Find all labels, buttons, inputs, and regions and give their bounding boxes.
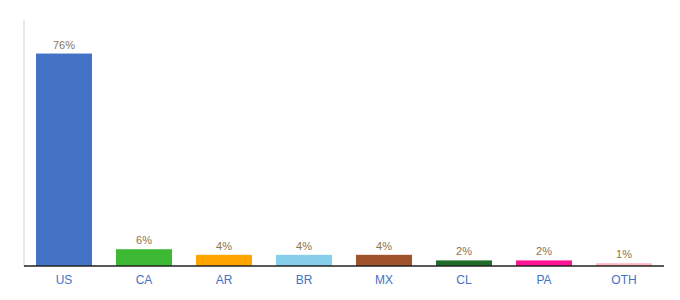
page: {"chart_data": {"type": "bar", "categori…: [0, 0, 680, 300]
data-label: 76%: [53, 39, 75, 51]
data-label: 1%: [616, 248, 632, 260]
x-tick-label: AR: [216, 273, 233, 287]
data-label: 4%: [296, 240, 312, 252]
data-label: 4%: [376, 240, 392, 252]
bar: [356, 255, 412, 266]
x-tick-label: OTH: [611, 273, 636, 287]
bar: [36, 54, 92, 266]
x-tick-label: CL: [456, 273, 472, 287]
x-tick-label: BR: [296, 273, 313, 287]
bar: [436, 260, 492, 266]
bar: [516, 260, 572, 266]
x-tick-label: US: [56, 273, 73, 287]
y-axis-line: [24, 20, 25, 266]
bar: [276, 255, 332, 266]
data-label: 4%: [216, 240, 232, 252]
chart-container: US CA AR BR MX CL PA OTH 76% 6% 4% 4% 4% 2% 2% 1%: [0, 0, 680, 300]
x-tick-label: MX: [375, 273, 393, 287]
bar: [196, 255, 252, 266]
data-label: 2%: [456, 245, 472, 257]
x-axis-line: [24, 265, 664, 267]
data-label: 2%: [536, 245, 552, 257]
data-label: 6%: [136, 234, 152, 246]
x-tick-label: CA: [136, 273, 153, 287]
bar: [116, 249, 172, 266]
bars: [36, 54, 652, 266]
data-labels: 76% 6% 4% 4% 4% 2% 2% 1%: [53, 39, 632, 261]
chart-svg: US CA AR BR MX CL PA OTH 76% 6% 4% 4% 4% 2% 2% 1%: [0, 0, 680, 300]
x-tick-label: PA: [536, 273, 551, 287]
